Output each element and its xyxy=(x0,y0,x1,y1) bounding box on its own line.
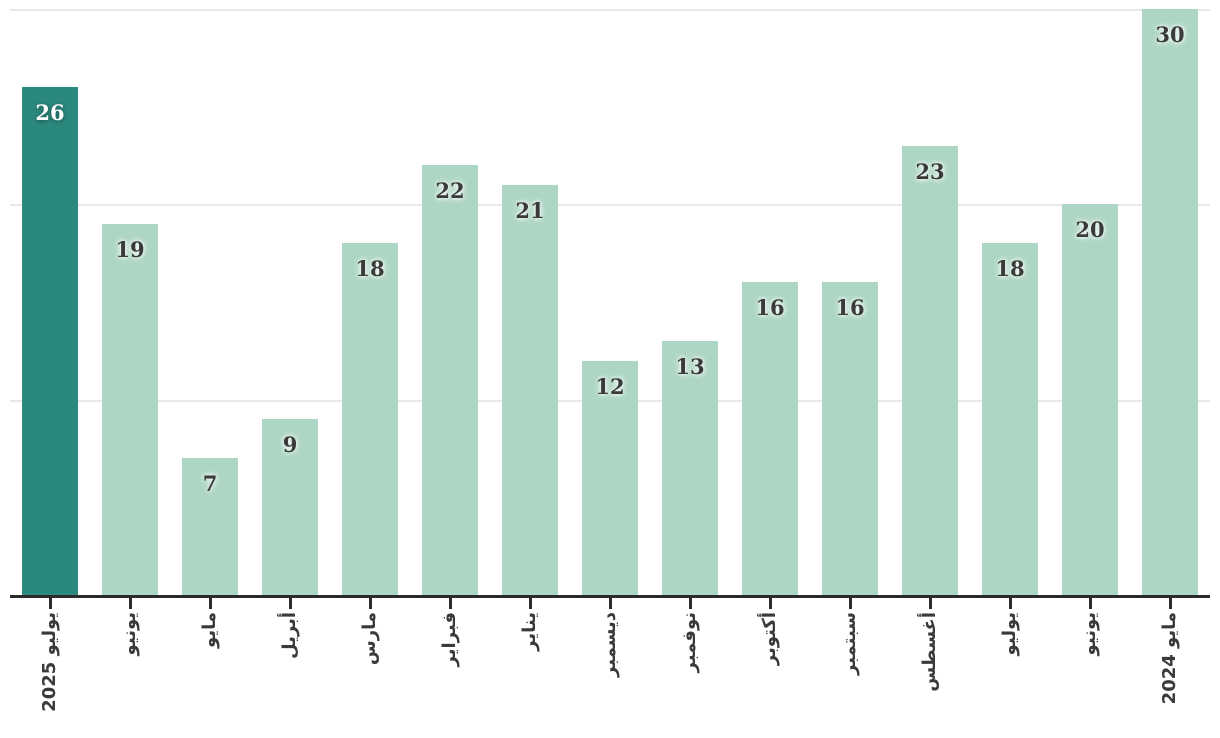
bar: 19 xyxy=(102,223,158,595)
bar: 18 xyxy=(342,243,398,595)
x-axis-label: يونيو xyxy=(119,612,140,656)
bar: 22 xyxy=(422,165,478,595)
x-axis-tick xyxy=(608,598,612,609)
x-axis-tick xyxy=(688,598,692,609)
x-axis-tick xyxy=(48,598,52,609)
x-axis-label: يناير xyxy=(519,612,540,651)
bar-value-label: 16 xyxy=(835,295,865,321)
x-axis-label: أغسطس xyxy=(919,612,940,692)
x-axis-label: سبتمبر xyxy=(839,612,860,676)
x-axis-tick xyxy=(528,598,532,609)
x-axis-label: مايو xyxy=(199,612,220,648)
x-axis-label: مايو 2024 xyxy=(1159,612,1180,705)
bar-value-label: 13 xyxy=(675,354,705,380)
bar: 9 xyxy=(262,419,318,595)
x-axis-tick xyxy=(1088,598,1092,609)
x-axis-label: يونيو xyxy=(1079,612,1100,656)
bar: 18 xyxy=(982,243,1038,595)
x-axis-tick xyxy=(128,598,132,609)
bar-value-label: 18 xyxy=(355,256,385,282)
x-axis-tick xyxy=(288,598,292,609)
bar: 21 xyxy=(502,184,558,595)
bar-value-label: 18 xyxy=(995,256,1025,282)
bar-value-label: 19 xyxy=(115,236,145,262)
x-axis-label: أكتوبر xyxy=(759,612,780,666)
x-axis-tick xyxy=(1008,598,1012,609)
x-axis-tick xyxy=(448,598,452,609)
x-axis-tick xyxy=(768,598,772,609)
bar-value-label: 30 xyxy=(1155,22,1185,47)
bar-value-label: 9 xyxy=(282,432,298,458)
x-axis-tick xyxy=(208,598,212,609)
gridline xyxy=(10,9,1210,11)
x-axis-label: أبريل xyxy=(279,612,300,659)
x-axis-label: فبراير xyxy=(439,612,460,667)
x-axis-line xyxy=(10,595,1210,598)
bar: 7 xyxy=(182,458,238,595)
bar-value-label: 16 xyxy=(755,295,785,321)
x-axis-label: يوليو xyxy=(999,612,1020,656)
bar-value-label: 26 xyxy=(35,100,65,126)
bar-value-label: 21 xyxy=(515,197,545,223)
x-axis-label: نوفمبر xyxy=(679,612,700,673)
bar: 26 xyxy=(22,87,78,595)
x-axis-label: ديسمبر xyxy=(599,612,620,677)
bar: 12 xyxy=(582,360,638,595)
bar-value-label: 22 xyxy=(435,178,465,204)
x-axis-tick xyxy=(848,598,852,609)
x-axis-label: مارس xyxy=(359,612,380,666)
bar: 13 xyxy=(662,341,718,595)
bar: 16 xyxy=(822,282,878,595)
gridline xyxy=(10,204,1210,207)
bar-value-label: 20 xyxy=(1075,217,1105,243)
bar: 30 xyxy=(1142,9,1198,595)
x-axis-tick xyxy=(928,598,932,609)
bar-value-label: 23 xyxy=(915,158,945,184)
bar-value-label: 12 xyxy=(595,373,625,399)
bar: 16 xyxy=(742,282,798,595)
bar-value-label: 7 xyxy=(202,471,218,497)
bar: 23 xyxy=(902,145,958,595)
x-axis-label: يوليو 2025 xyxy=(39,612,60,712)
bar: 20 xyxy=(1062,204,1118,595)
x-axis-tick xyxy=(1168,598,1172,609)
x-axis-tick xyxy=(368,598,372,609)
